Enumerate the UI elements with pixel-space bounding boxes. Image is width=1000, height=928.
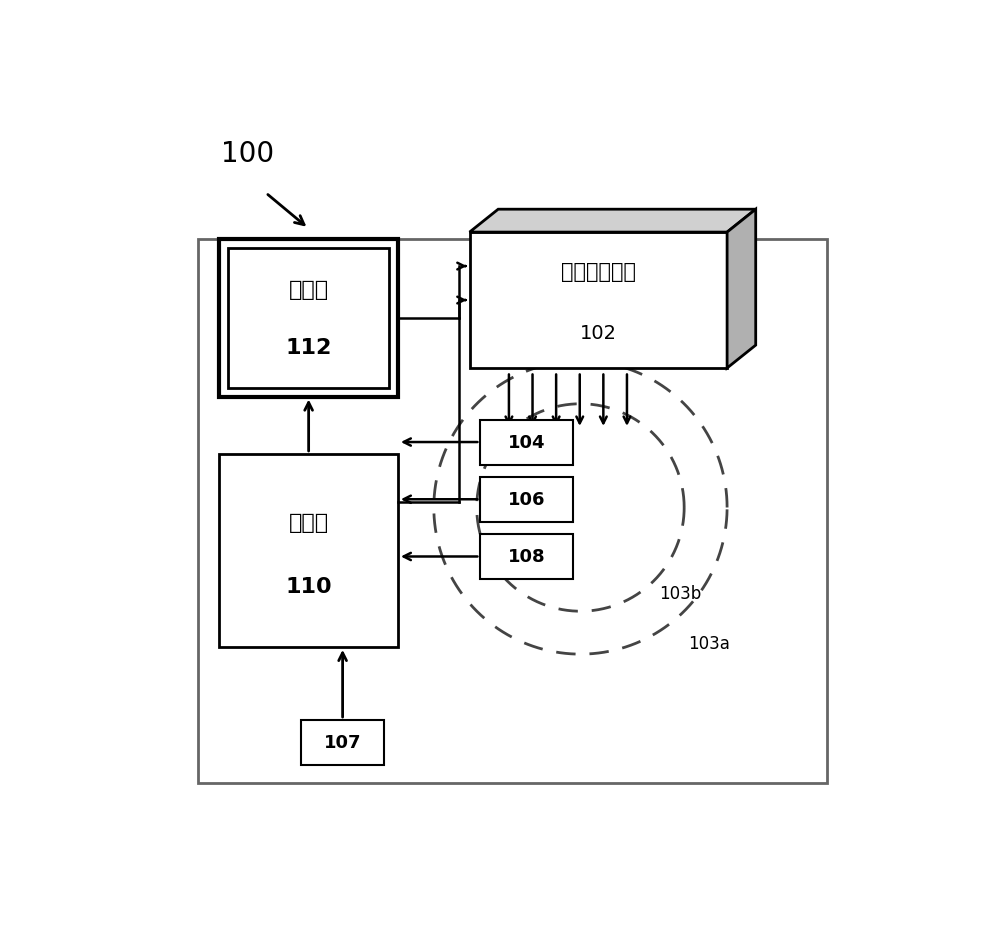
- Text: 103b: 103b: [659, 585, 701, 602]
- Polygon shape: [470, 210, 756, 233]
- Bar: [219, 455, 398, 648]
- Text: 监视器: 监视器: [289, 280, 329, 300]
- Text: 106: 106: [508, 491, 546, 509]
- Text: 108: 108: [508, 548, 546, 566]
- Text: 电磁场发生器: 电磁场发生器: [561, 262, 636, 282]
- Bar: [470, 233, 727, 368]
- Bar: [198, 240, 827, 783]
- Bar: [480, 420, 573, 465]
- Bar: [228, 249, 389, 389]
- Text: 处理器: 处理器: [289, 512, 329, 533]
- Text: 103a: 103a: [688, 635, 730, 652]
- Bar: [301, 720, 384, 766]
- Polygon shape: [727, 210, 756, 368]
- Text: 102: 102: [580, 323, 617, 342]
- Bar: [480, 477, 573, 522]
- Text: 107: 107: [324, 734, 361, 752]
- Text: 110: 110: [285, 576, 332, 597]
- Text: 100: 100: [221, 140, 274, 168]
- Bar: [219, 240, 398, 397]
- Text: 112: 112: [285, 337, 332, 357]
- Bar: [480, 535, 573, 579]
- Text: 104: 104: [508, 433, 546, 452]
